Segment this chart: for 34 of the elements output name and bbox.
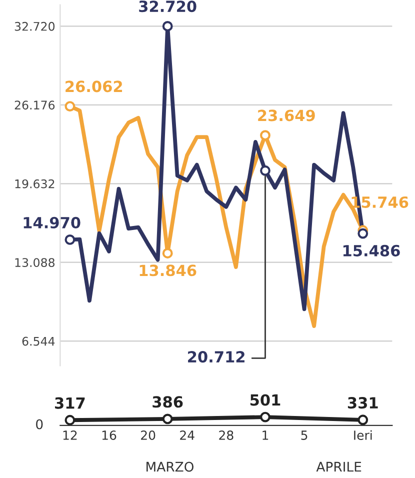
- point: [358, 228, 368, 239]
- annotation: 26.062: [66, 80, 122, 92]
- annotation: 15.486: [343, 244, 400, 256]
- point: [260, 130, 270, 141]
- x-tick-label: 20: [141, 430, 156, 440]
- annotation: 23.649: [258, 110, 315, 122]
- y-tick-label: 6.544: [22, 336, 55, 346]
- y-tick-label: 13.088: [15, 258, 55, 268]
- data-label: 331: [348, 397, 378, 409]
- point: [260, 165, 270, 176]
- annotation: 32.720: [139, 0, 196, 12]
- x-tick-label: Ieri: [354, 430, 372, 440]
- data-label: 386: [152, 396, 183, 408]
- point: [162, 248, 173, 258]
- x-tick-label: 28: [219, 430, 234, 440]
- annotation: 20.712: [188, 351, 244, 363]
- text: 0: [36, 419, 43, 430]
- y-tick-label: 26.176: [14, 100, 55, 110]
- text: APRILE: [316, 462, 362, 472]
- point: [162, 20, 173, 32]
- x-tick-label: 24: [180, 430, 194, 440]
- data-label: 501: [250, 394, 280, 406]
- x-tick-label: 12: [63, 430, 77, 440]
- x-tick-label: 5: [301, 430, 308, 440]
- y-tick-label: 19.632: [15, 179, 54, 188]
- text: MARZO: [146, 462, 194, 472]
- annotation: 13.846: [140, 264, 196, 276]
- x-tick-label: 1: [262, 430, 268, 440]
- point: [64, 101, 76, 112]
- data-label: 317: [55, 397, 85, 409]
- x-tick-label: 16: [102, 430, 116, 440]
- annotation: 14.970: [24, 216, 80, 228]
- y-tick-label: 32.720: [14, 22, 55, 31]
- point: [64, 234, 76, 245]
